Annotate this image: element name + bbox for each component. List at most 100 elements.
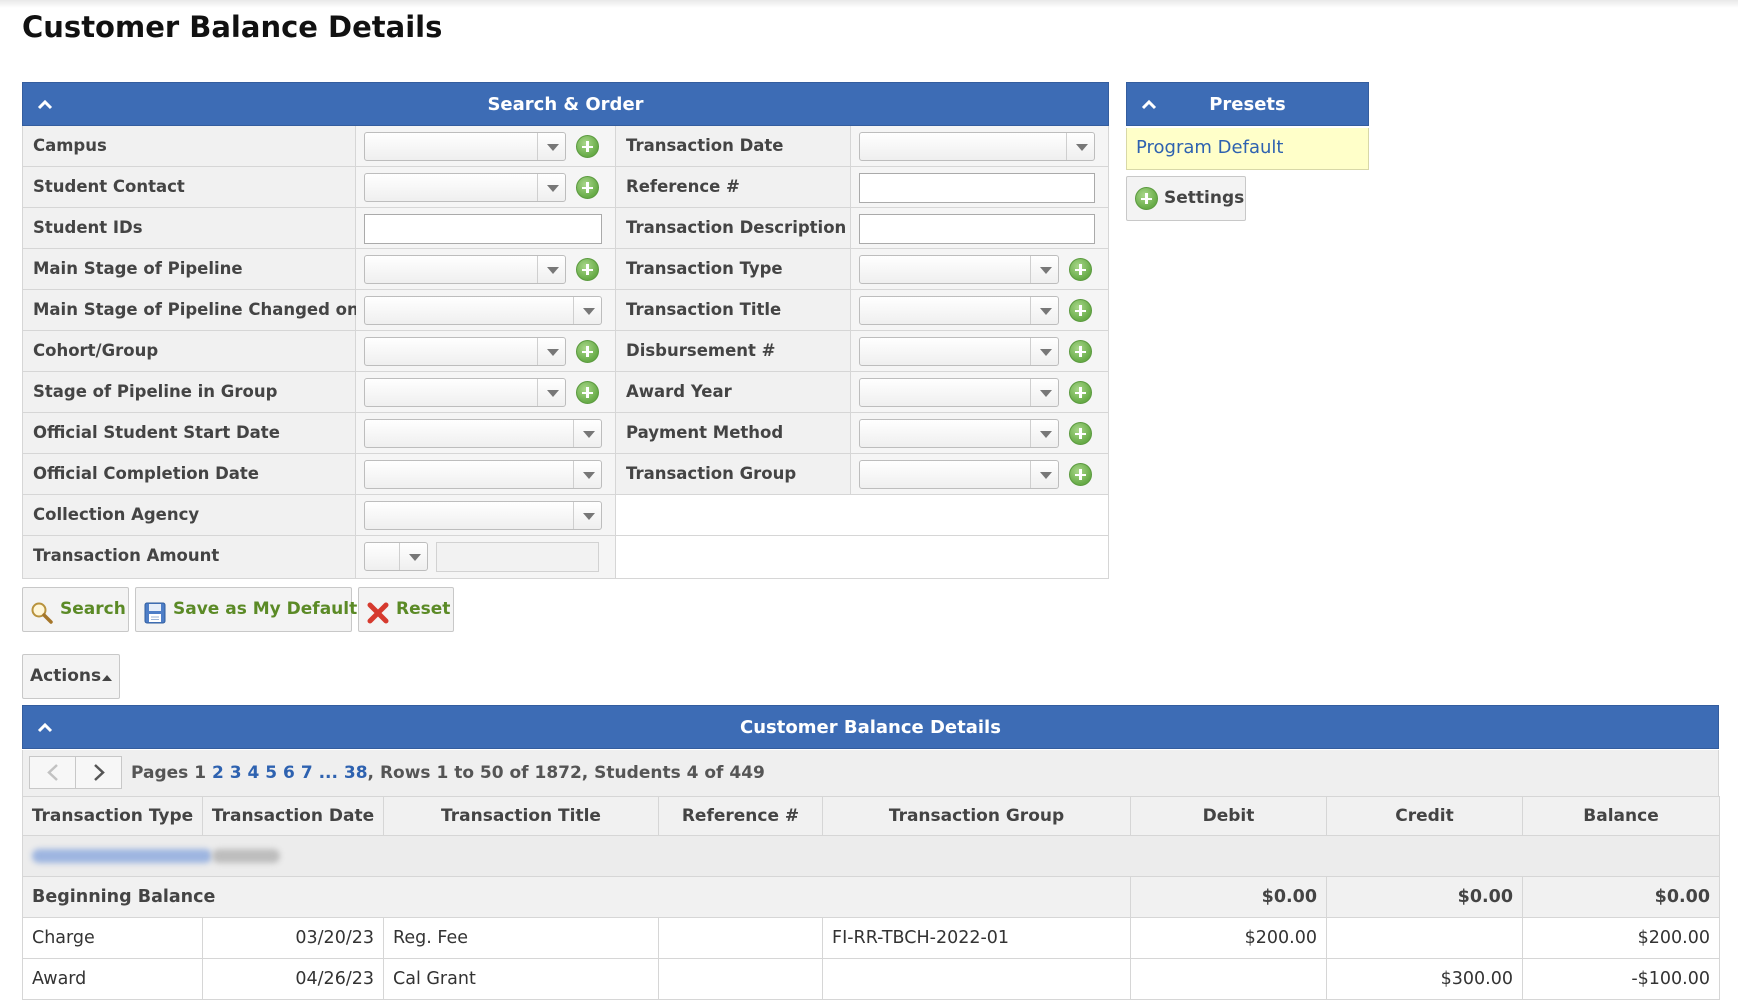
cell-reference — [658, 917, 823, 959]
payment-method-select[interactable] — [859, 419, 1059, 448]
add-criteria-icon[interactable] — [576, 340, 599, 363]
beginning-balance-label: Beginning Balance — [22, 876, 1131, 918]
cohort-group-select[interactable] — [364, 337, 566, 366]
student-group-row[interactable] — [22, 835, 1720, 877]
add-criteria-icon[interactable] — [1069, 299, 1092, 322]
transaction-date-select[interactable] — [859, 132, 1095, 161]
add-criteria-icon[interactable] — [1069, 463, 1092, 486]
presets-panel-header[interactable]: Presets — [1126, 82, 1369, 126]
main-stage-of-pipeline-changed-on-select[interactable] — [364, 296, 602, 325]
transaction-type-select[interactable] — [859, 255, 1059, 284]
page-link[interactable]: 4 — [247, 763, 260, 783]
reference-input[interactable] — [859, 173, 1095, 203]
actions-menu-button[interactable]: Actions — [22, 654, 120, 699]
table-row[interactable]: Charge 03/20/23 Reg. Fee FI-RR-TBCH-2022-01… — [22, 917, 1720, 959]
search-form-row: Main Stage of Pipeline Transaction Type — [23, 249, 1108, 290]
presets-panel-title: Presets — [1209, 94, 1286, 115]
transaction-title-select[interactable] — [859, 296, 1059, 325]
field-label: Disbursement # — [616, 331, 851, 371]
column-header-balance[interactable]: Balance — [1522, 796, 1720, 836]
cell-balance: -$100.00 — [1522, 958, 1720, 1000]
page-link[interactable]: ... — [318, 763, 338, 783]
field-control — [356, 372, 616, 412]
page-link[interactable]: 38 — [343, 763, 368, 783]
table-row[interactable]: Award 04/26/23 Cal Grant $300.00 -$100.00 — [22, 958, 1720, 1000]
add-criteria-icon[interactable] — [576, 258, 599, 281]
results-panel-header[interactable]: Customer Balance Details — [22, 705, 1719, 749]
page-link[interactable]: 5 — [265, 763, 278, 783]
page-link[interactable]: 2 — [211, 763, 224, 783]
transaction-group-select[interactable] — [859, 460, 1059, 489]
field-label: Cohort/Group — [23, 331, 356, 371]
main-stage-of-pipeline-select[interactable] — [364, 255, 566, 284]
settings-button[interactable]: Settings — [1126, 176, 1246, 221]
amount-input[interactable] — [436, 542, 599, 572]
cell-balance: $200.00 — [1522, 917, 1720, 959]
field-label: Stage of Pipeline in Group — [23, 372, 356, 412]
field-control — [356, 126, 616, 166]
preset-item-program-default[interactable]: Program Default — [1126, 128, 1369, 170]
disbursement-select[interactable] — [859, 337, 1059, 366]
field-control — [851, 126, 1108, 166]
add-criteria-icon[interactable] — [1069, 381, 1092, 404]
column-header-transaction-type[interactable]: Transaction Type — [22, 796, 203, 836]
add-criteria-icon[interactable] — [576, 176, 599, 199]
field-control — [851, 249, 1108, 289]
collapse-chevron-up-icon[interactable] — [35, 83, 55, 127]
pages-prefix: Pages — [131, 763, 189, 783]
empty-cell — [616, 536, 1108, 578]
page-link[interactable]: 3 — [229, 763, 242, 783]
field-control — [356, 536, 616, 578]
student-contact-select[interactable] — [364, 173, 566, 202]
field-control — [356, 413, 616, 453]
page-link[interactable]: 7 — [300, 763, 313, 783]
dropdown-arrow-icon — [537, 256, 565, 283]
column-header-transaction-date[interactable]: Transaction Date — [202, 796, 384, 836]
student-ids-input[interactable] — [364, 214, 602, 244]
column-header-reference[interactable]: Reference # — [658, 796, 823, 836]
add-criteria-icon[interactable] — [1069, 340, 1092, 363]
collapse-chevron-up-icon[interactable] — [35, 706, 55, 750]
table-header-row: Transaction Type Transaction Date Transact… — [22, 796, 1720, 836]
floppy-disk-icon — [143, 599, 167, 624]
stage-of-pipeline-in-group-select[interactable] — [364, 378, 566, 407]
dropdown-arrow-icon — [537, 174, 565, 201]
save-default-button[interactable]: Save as My Default — [135, 587, 357, 632]
column-header-transaction-title[interactable]: Transaction Title — [383, 796, 659, 836]
field-label: Transaction Description — [616, 208, 851, 248]
cell-title: Cal Grant — [383, 958, 659, 1000]
collection-agency-select[interactable] — [364, 501, 602, 530]
official-completion-date-select[interactable] — [364, 460, 602, 489]
redacted-student-name — [22, 835, 1720, 877]
award-year-select[interactable] — [859, 378, 1059, 407]
next-page-button[interactable] — [75, 756, 122, 789]
rows-summary: Rows 1 to 50 of 1872, Students 4 of 449 — [379, 763, 765, 783]
search-panel-header[interactable]: Search & Order — [22, 82, 1109, 126]
reset-button[interactable]: Reset — [358, 587, 454, 632]
results-panel-title: Customer Balance Details — [740, 717, 1001, 738]
field-label: Official Student Start Date — [23, 413, 356, 453]
campus-select[interactable] — [364, 132, 566, 161]
column-header-credit[interactable]: Credit — [1326, 796, 1523, 836]
transaction-description-input[interactable] — [859, 214, 1095, 244]
add-criteria-icon[interactable] — [576, 135, 599, 158]
search-form-row: Official Student Start Date Payment Metho… — [23, 413, 1108, 454]
caret-up-icon — [102, 675, 112, 681]
search-button[interactable]: Search — [22, 587, 129, 632]
column-header-debit[interactable]: Debit — [1130, 796, 1327, 836]
column-header-transaction-group[interactable]: Transaction Group — [822, 796, 1131, 836]
add-criteria-icon[interactable] — [1069, 258, 1092, 281]
reset-button-label: Reset — [396, 599, 451, 619]
official-student-start-date-select[interactable] — [364, 419, 602, 448]
dropdown-arrow-icon — [399, 543, 427, 570]
collapse-chevron-up-icon[interactable] — [1139, 83, 1159, 127]
field-label: Transaction Date — [616, 126, 851, 166]
search-form-row: Student Contact Reference # — [23, 167, 1108, 208]
cell-group: FI-RR-TBCH-2022-01 — [822, 917, 1131, 959]
add-criteria-icon[interactable] — [1069, 422, 1092, 445]
add-criteria-icon[interactable] — [576, 381, 599, 404]
prev-page-button[interactable] — [29, 756, 76, 789]
amount-operator-select[interactable] — [364, 542, 428, 571]
page-link[interactable]: 6 — [283, 763, 295, 783]
search-form-row: Transaction Amount — [23, 536, 1108, 578]
